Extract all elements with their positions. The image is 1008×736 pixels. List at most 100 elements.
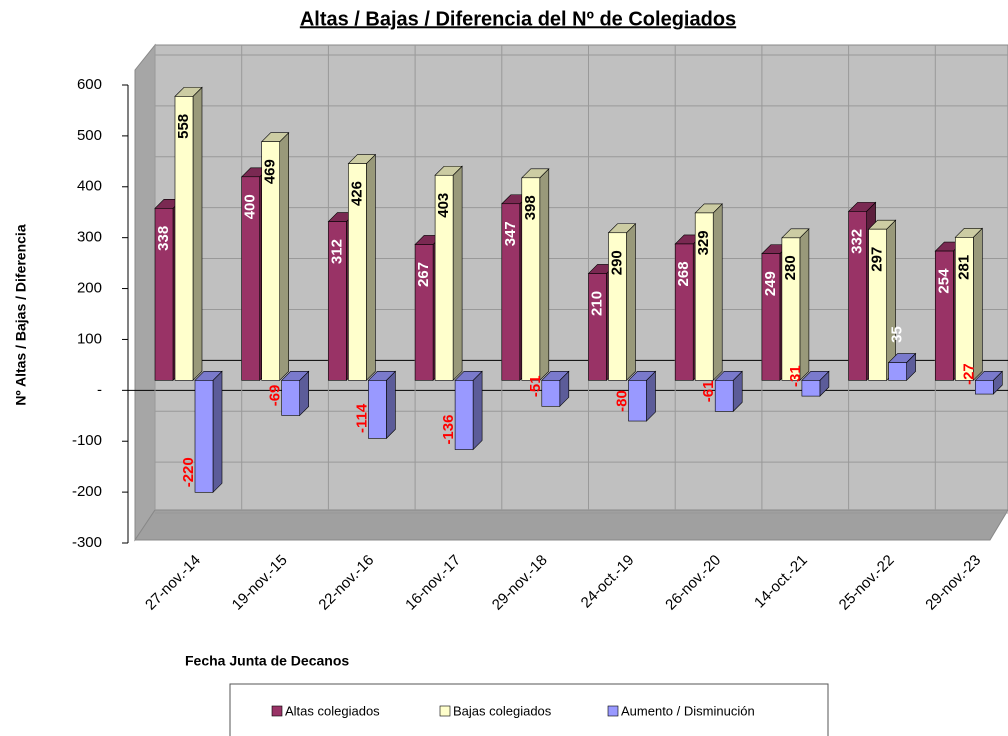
- data-label: 338: [155, 226, 172, 251]
- data-label: 398: [522, 195, 539, 220]
- bar-side: [366, 153, 376, 382]
- data-label: -136: [440, 415, 457, 445]
- x-tick-label: 25-nov.-22: [836, 552, 898, 614]
- bar: [607, 223, 637, 382]
- bar-side: [799, 228, 810, 382]
- data-label: 347: [502, 221, 519, 246]
- legend-swatch: [607, 705, 619, 717]
- data-label: 400: [242, 194, 259, 219]
- data-label: -220: [180, 457, 197, 487]
- bar-front: [848, 211, 867, 381]
- bar-front: [694, 212, 714, 381]
- bar-side: [386, 370, 396, 440]
- bar-front: [241, 176, 260, 381]
- legend-label: Bajas colegiados: [453, 703, 552, 718]
- y-tick-label: 600: [77, 76, 102, 93]
- data-label: -31: [787, 365, 804, 387]
- bar: [974, 370, 1004, 395]
- data-label: 267: [415, 262, 432, 287]
- bar: [347, 153, 377, 382]
- floor: [134, 509, 1008, 541]
- data-label: 281: [955, 255, 972, 280]
- bar-side: [539, 168, 550, 382]
- x-tick-label: 14-oct.-21: [751, 552, 811, 612]
- bar-side: [972, 227, 983, 382]
- y-tick-label: 200: [77, 280, 102, 297]
- data-label: 558: [175, 114, 192, 139]
- bar-side: [212, 370, 223, 494]
- bar-front: [541, 380, 561, 407]
- y-tick-label: -300: [72, 534, 102, 551]
- data-label: 332: [849, 229, 866, 254]
- bar-front: [868, 228, 887, 381]
- bar-front: [348, 163, 367, 381]
- bar-front: [261, 141, 281, 381]
- bar-front: [781, 237, 801, 381]
- side-wall: [134, 43, 156, 542]
- data-label: -61: [700, 381, 717, 403]
- data-label: 329: [695, 230, 712, 255]
- data-label: 469: [262, 159, 279, 184]
- bar-side: [886, 219, 896, 382]
- bar-front: [714, 380, 734, 412]
- bar: [867, 219, 897, 382]
- data-label: -51: [527, 375, 544, 397]
- data-label: 312: [328, 239, 345, 264]
- bar-side: [192, 86, 203, 382]
- y-tick-label: -100: [72, 432, 102, 449]
- legend-label: Altas colegiados: [285, 703, 380, 718]
- bar: [174, 86, 203, 382]
- chart-title: Altas / Bajas / Diferencia del Nº de Col…: [300, 8, 736, 30]
- data-label: 403: [435, 193, 452, 218]
- bar-side: [279, 131, 290, 382]
- bar-front: [974, 380, 994, 395]
- bar-front: [761, 253, 781, 381]
- bar: [694, 203, 723, 382]
- bar: [541, 370, 570, 408]
- bar-front: [281, 380, 301, 416]
- data-label: -69: [267, 385, 284, 407]
- bar-front: [454, 380, 474, 450]
- bar-front: [628, 380, 647, 422]
- bar-front: [954, 237, 974, 381]
- data-label: 290: [608, 250, 625, 275]
- x-tick-label: 22-nov.-16: [315, 552, 377, 614]
- bar-front: [154, 208, 174, 381]
- data-label: 297: [869, 247, 886, 272]
- y-axis-title: Nº Altas / Bajas / Diferencia: [13, 224, 29, 405]
- bar: [280, 370, 310, 417]
- bar: [627, 370, 657, 422]
- bar-side: [452, 165, 463, 382]
- data-label: 35: [889, 326, 906, 343]
- bar-front: [521, 177, 541, 381]
- bar-front: [801, 380, 821, 397]
- x-tick-label: 24-oct.-19: [578, 552, 638, 612]
- bar-side: [712, 203, 723, 382]
- bar-front: [588, 273, 607, 381]
- data-label: 254: [935, 268, 952, 294]
- bar: [194, 370, 223, 494]
- bar-front: [194, 380, 214, 493]
- legend-label: Aumento / Disminución: [621, 703, 755, 718]
- data-label: 249: [762, 271, 779, 296]
- bar: [454, 370, 483, 451]
- data-label: -27: [960, 363, 977, 385]
- bar: [521, 168, 550, 382]
- x-tick-label: 16-nov.-17: [402, 552, 464, 614]
- bar-front: [368, 380, 387, 439]
- y-tick-label: 100: [77, 330, 102, 347]
- bar-front: [888, 362, 907, 381]
- legend-swatch: [271, 705, 283, 717]
- bar: [260, 131, 290, 382]
- bar: [954, 227, 984, 382]
- x-tick-label: 29-nov.-23: [922, 552, 984, 614]
- legend-box: [229, 683, 829, 736]
- bar: [714, 370, 743, 413]
- bar: [367, 370, 397, 440]
- data-label: -80: [613, 390, 630, 412]
- bar-front: [414, 244, 434, 381]
- y-tick-label: 500: [77, 127, 102, 144]
- bar: [434, 165, 463, 382]
- bar-front: [608, 232, 627, 381]
